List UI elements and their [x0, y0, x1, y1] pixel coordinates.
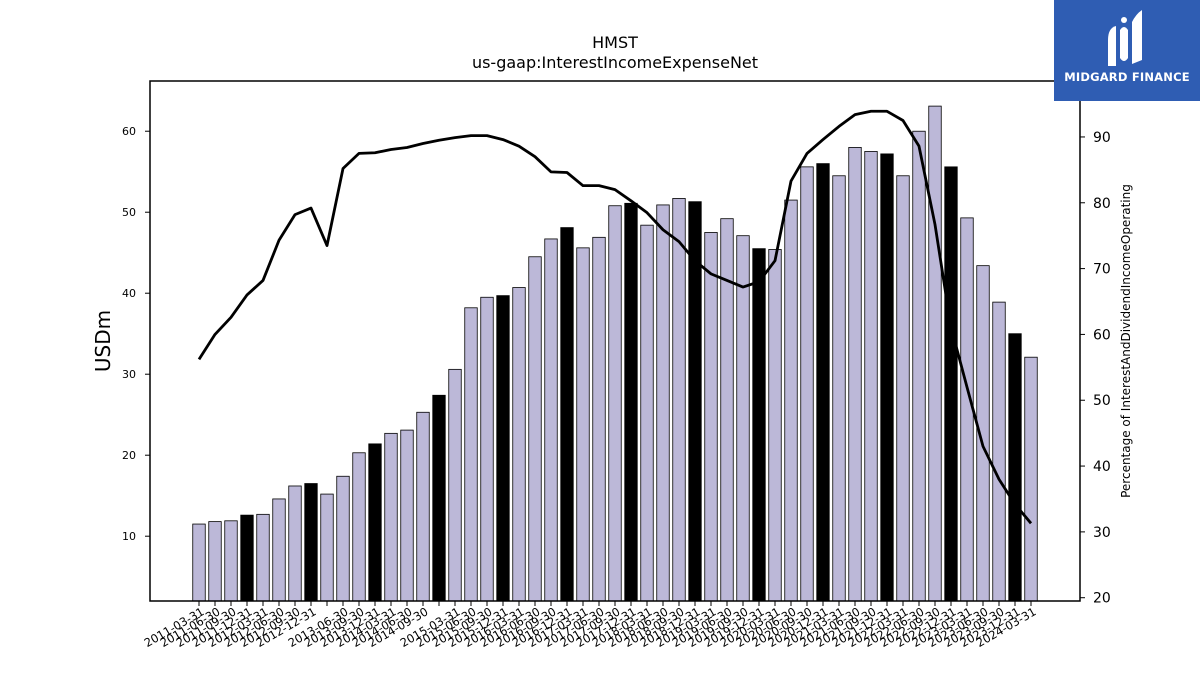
bar: [992, 301, 1006, 602]
y2-axis-label: Percentage of InterestAndDividendIncomeO…: [1119, 184, 1133, 498]
bar: [480, 296, 494, 602]
bar: [288, 485, 302, 602]
bar: [832, 175, 846, 602]
line-path: [197, 109, 1033, 525]
bar: [400, 429, 414, 602]
y2-tick-label: 80: [1093, 196, 1111, 212]
bar: [512, 287, 526, 602]
y-tick-label: 10: [122, 530, 136, 543]
bar-series: [192, 105, 1038, 602]
bar: [736, 235, 750, 602]
bar: [608, 205, 622, 602]
y-tick-label: 30: [122, 368, 136, 381]
bar: [352, 452, 366, 602]
bar: [576, 247, 590, 602]
bar: [960, 217, 974, 602]
bar: [432, 394, 446, 602]
y2-tick-label: 60: [1093, 327, 1111, 343]
bar: [640, 224, 654, 602]
bar: [912, 130, 926, 602]
bar: [208, 521, 222, 602]
bar: [800, 166, 814, 602]
y2-tick-label: 50: [1093, 393, 1111, 409]
bar: [768, 249, 782, 602]
y-tick-label: 20: [122, 449, 136, 462]
y2-tick-label: 30: [1093, 525, 1111, 541]
bar: [224, 520, 238, 602]
bar: [720, 218, 734, 602]
bar: [384, 432, 398, 602]
bar: [944, 166, 958, 602]
logo-text: MIDGARD FINANCE: [1064, 70, 1190, 84]
bar: [752, 248, 766, 602]
y2-tick-label: 40: [1093, 459, 1111, 475]
bar: [672, 198, 686, 602]
bar: [864, 151, 878, 602]
bar: [528, 256, 542, 602]
y-tick-label: 40: [122, 287, 136, 300]
y-tick-label: 60: [122, 125, 136, 138]
midgard-logo-mark: [1108, 10, 1142, 66]
bar: [896, 175, 910, 602]
bar: [704, 232, 718, 602]
chart-title: HMST: [592, 33, 638, 52]
bar: [624, 202, 638, 602]
bar: [496, 295, 510, 602]
bar: [928, 105, 942, 602]
bar: [592, 236, 606, 602]
bar: [784, 199, 798, 602]
bar: [848, 147, 862, 602]
bar: [256, 513, 270, 602]
bar: [560, 227, 574, 602]
brand-logo: MIDGARD FINANCE: [1054, 0, 1200, 101]
bar: [1008, 333, 1022, 602]
bar: [464, 307, 478, 602]
y2-tick-label: 20: [1093, 591, 1111, 607]
bar: [304, 483, 318, 602]
bar: [416, 411, 430, 602]
line-series: [197, 109, 1033, 525]
bar: [240, 514, 254, 602]
bar: [816, 163, 830, 602]
y-axis-right: 20 30 40 50 60 70 80 90: [1080, 130, 1111, 607]
bar: [656, 204, 670, 602]
y2-tick-label: 90: [1093, 130, 1111, 146]
bar: [1024, 356, 1038, 602]
bar: [272, 498, 286, 602]
bar: [192, 523, 206, 602]
bar: [336, 475, 350, 602]
y-axis-label: USDm: [91, 310, 115, 372]
x-axis: 2011-03-312011-06-302011-09-302011-12-31…: [142, 601, 1039, 650]
y-tick-label: 50: [122, 206, 136, 219]
y2-tick-label: 70: [1093, 262, 1111, 278]
bar: [368, 443, 382, 602]
bar: [448, 368, 462, 602]
bar: [880, 153, 894, 602]
y-axis-left: 10 20 30 40 50 60: [122, 125, 150, 543]
bar: [320, 493, 334, 602]
chart-subtitle: us-gaap:InterestIncomeExpenseNet: [472, 53, 758, 72]
bar: [544, 238, 558, 602]
